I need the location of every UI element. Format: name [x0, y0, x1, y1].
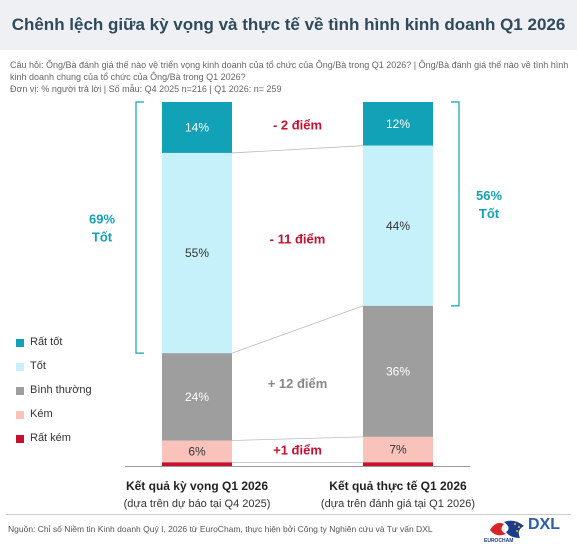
connector-line	[231, 436, 364, 441]
difference-label: - 11 điểm	[270, 231, 326, 246]
bar-segment	[162, 462, 232, 466]
bar-segment	[363, 305, 433, 437]
bracket-value: 69%	[89, 212, 115, 227]
bar-value-label: 7%	[389, 443, 407, 457]
category-sublabel: (dựa trên dự báo tại Q4 2025)	[124, 498, 271, 510]
bracket	[451, 101, 460, 307]
bar-segment	[162, 353, 232, 441]
bracket	[135, 101, 144, 354]
bar-value-label: 36%	[386, 364, 410, 378]
legend-label: Tốt	[30, 360, 46, 372]
category-label: Kết quả kỳ vọng Q1 2026	[126, 479, 268, 493]
difference-label: - 2 điểm	[273, 118, 322, 133]
bracket-label: Tốt	[479, 206, 500, 221]
legend-swatch	[16, 339, 24, 347]
bar-segment	[162, 152, 232, 354]
legend-swatch	[16, 387, 24, 395]
unit-text: Đơn vị: % người trả lời | Số mẫu: Q4 202…	[10, 84, 282, 94]
bar-segment	[363, 462, 433, 466]
category-sublabel: (dựa trên đánh giá tại Q1 2026)	[321, 498, 475, 510]
footer-divider	[6, 514, 571, 515]
legend-item: Bình thường	[16, 384, 156, 398]
bar-value-label: 44%	[386, 219, 410, 233]
bracket-label: Tốt	[92, 230, 113, 245]
legend-swatch	[16, 363, 24, 371]
bar-value-label: 14%	[185, 120, 209, 134]
title-band	[0, 0, 577, 50]
bar-segment	[162, 102, 232, 153]
legend-item: Rất tốt	[16, 336, 156, 350]
bar-value-label: 12%	[386, 117, 410, 131]
eurocham-logo-icon	[490, 520, 524, 538]
source-note: Nguồn: Chỉ số Niềm tin Kinh doanh Quý I,…	[8, 524, 433, 534]
legend-swatch	[16, 411, 24, 419]
legend-item: Tốt	[16, 360, 156, 374]
bar-value-label: 6%	[188, 444, 206, 458]
legend-label: Rất tốt	[30, 336, 63, 348]
bar-value-label: 24%	[185, 390, 209, 404]
legend-item: Rất kém	[16, 432, 156, 446]
legend-swatch	[16, 435, 24, 443]
legend-item: Kém	[16, 408, 156, 422]
connector-line	[231, 145, 364, 154]
dxl-logo: DXL	[528, 516, 560, 533]
legend-label: Kém	[30, 408, 53, 420]
bar-value-label: 55%	[185, 246, 209, 260]
difference-label: + 12 điểm	[268, 376, 328, 391]
eurocham-logo-text: EUROCHAM	[484, 538, 514, 544]
bar-segment	[363, 102, 433, 146]
chart-title: Chênh lệch giữa kỳ vọng và thực tế về tì…	[11, 15, 566, 34]
bar-segment	[162, 440, 232, 463]
difference-label: +1 điểm	[273, 443, 322, 458]
bar-segment	[363, 436, 433, 463]
bracket-value: 56%	[476, 188, 502, 203]
question-text: Câu hỏi: Ông/Bà đánh giá thế nào về triể…	[10, 60, 569, 82]
category-label: Kết quả thực tế Q1 2026	[329, 479, 467, 493]
legend-label: Bình thường	[30, 384, 92, 396]
bar-segment	[363, 145, 433, 306]
legend-label: Rất kém	[30, 432, 71, 444]
connector-line	[231, 305, 364, 354]
